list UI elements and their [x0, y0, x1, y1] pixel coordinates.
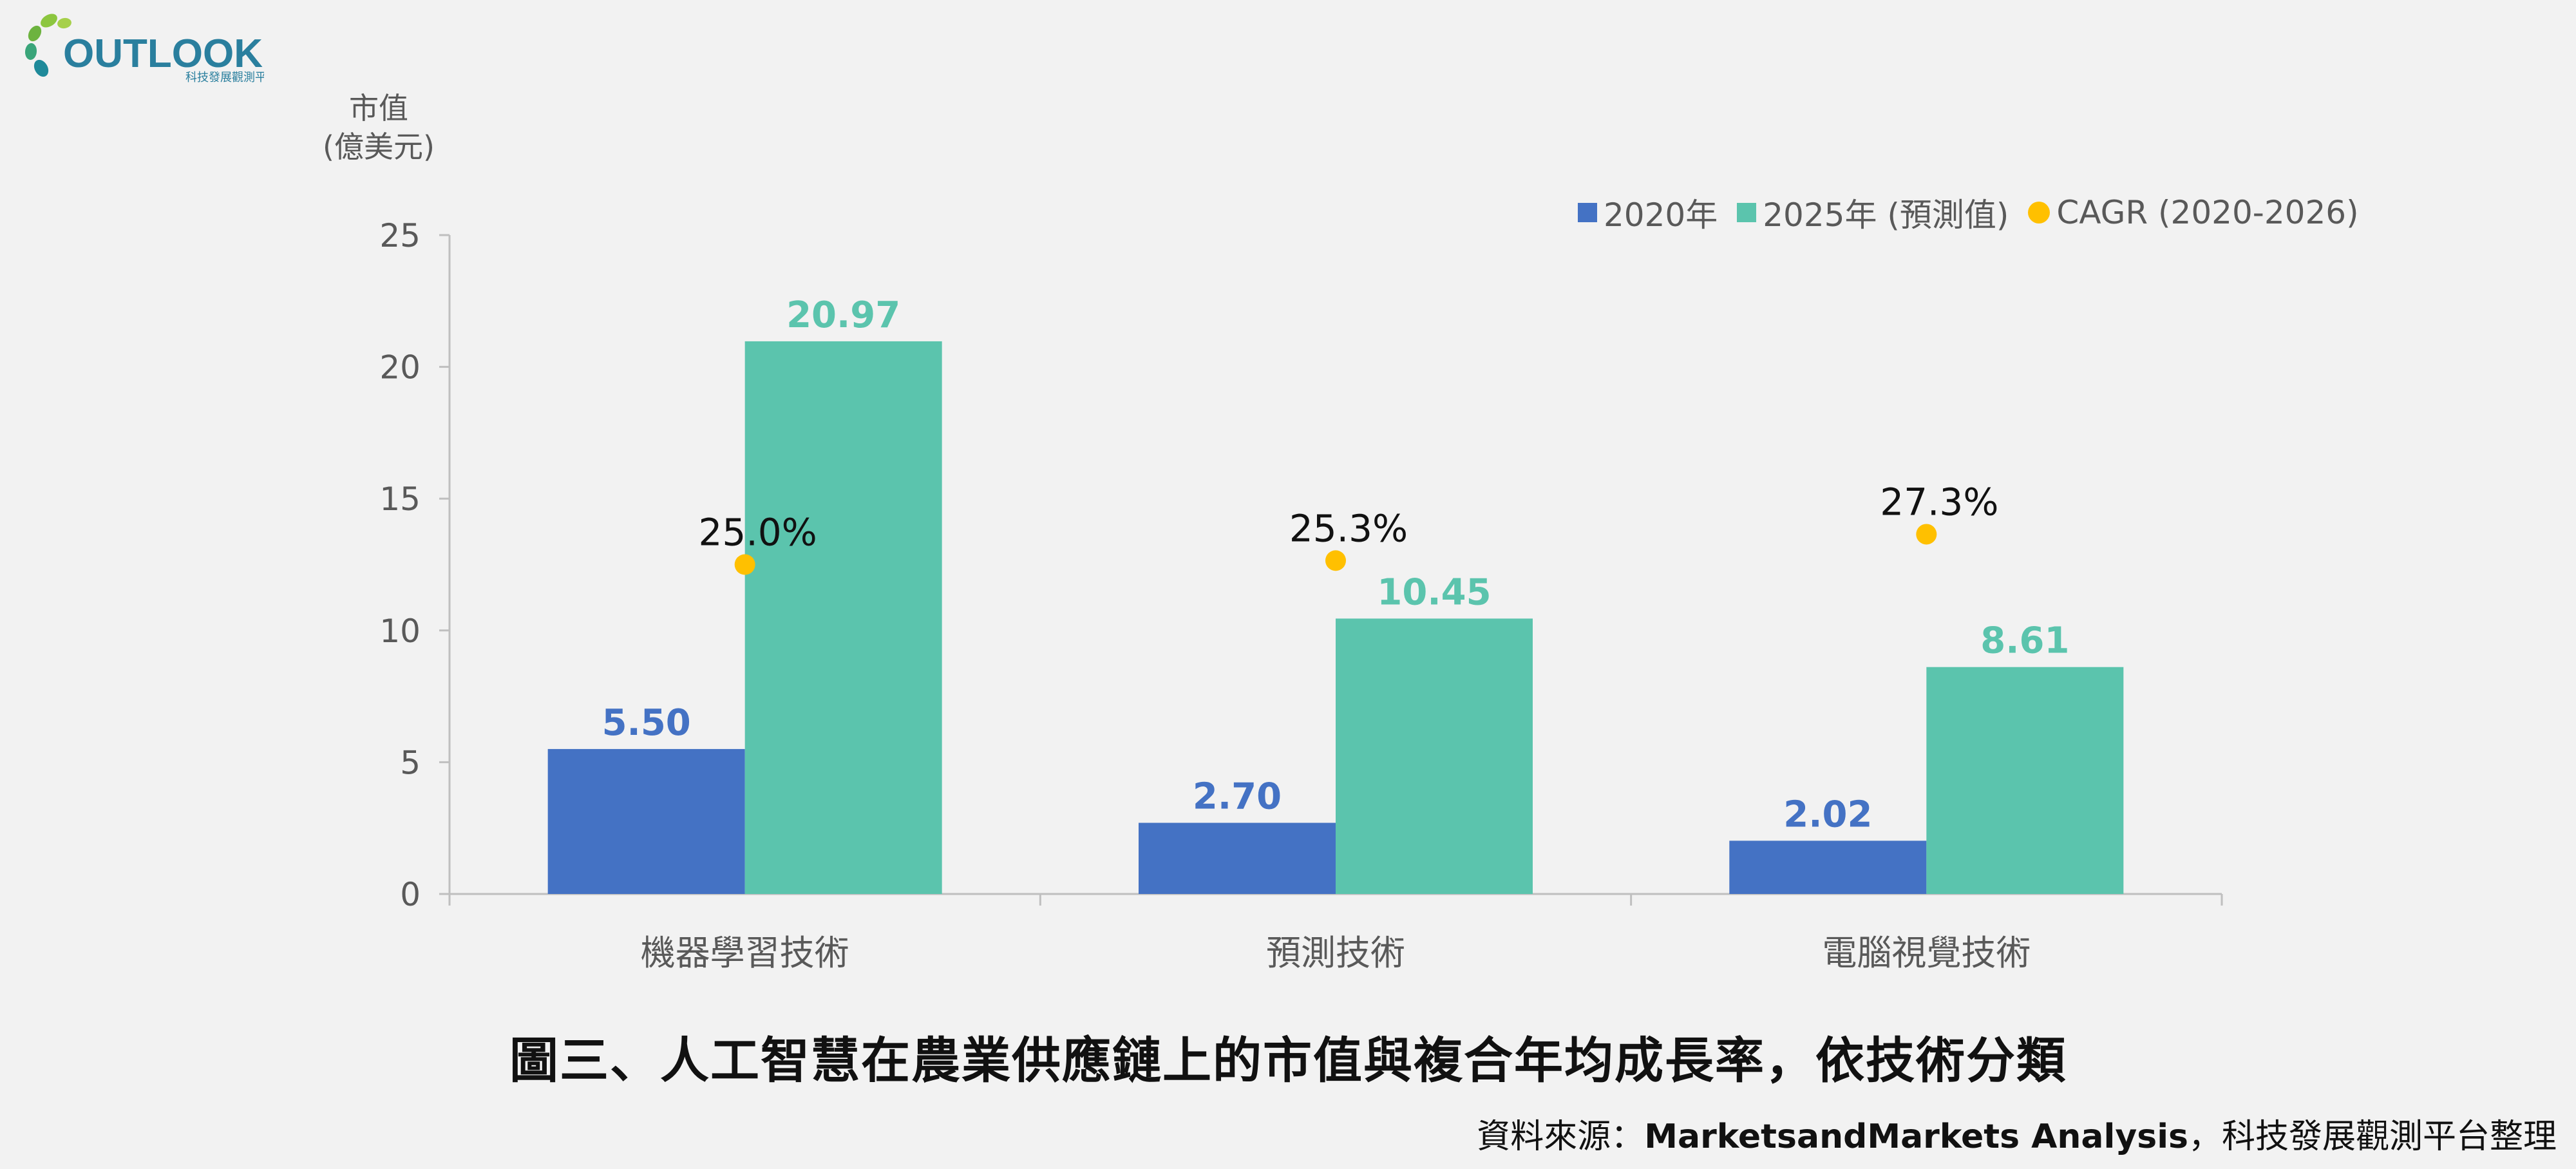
data-label-2020: 5.50: [602, 702, 691, 744]
y-tick-label: 15: [379, 480, 421, 518]
bar-2020: [1729, 841, 1927, 894]
legend-item-2020: 2020年: [1578, 189, 1718, 236]
cagr-label: 25.0%: [699, 511, 817, 555]
cagr-label: 27.3%: [1880, 480, 1998, 524]
bar-2025: [1926, 667, 2124, 894]
source-name: MarketsandMarkets Analysis: [1644, 1117, 2188, 1156]
x-category-label: 預測技術: [1266, 933, 1405, 973]
x-category-label: 電腦視覺技術: [1822, 933, 2031, 973]
data-label-2025: 8.61: [1980, 620, 2069, 662]
y-tick-label: 20: [379, 349, 421, 386]
figure-caption: 圖三、人工智慧在農業供應鏈上的市值與複合年均成長率，依技術分類: [509, 1032, 2067, 1089]
bar-2025: [744, 341, 942, 894]
data-label-2025: 10.45: [1377, 571, 1491, 613]
legend-label-2020: 2020年: [1604, 196, 1718, 234]
y-tick-label: 10: [379, 613, 421, 650]
legend-item-cagr: CAGR (2020-2026): [2028, 194, 2359, 231]
legend-item-2025: 2025年 (預測值): [1737, 189, 2009, 236]
legend-label-cagr: CAGR (2020-2026): [2056, 194, 2359, 231]
legend-swatch-2025: [1737, 203, 1757, 222]
cagr-label: 25.3%: [1289, 506, 1408, 550]
data-label-2025: 20.97: [786, 294, 900, 336]
x-category-label: 機器學習技術: [641, 933, 849, 973]
cagr-point: [734, 554, 755, 575]
legend-swatch-cagr: [2028, 202, 2050, 223]
bar-2025: [1336, 618, 1533, 894]
source-prefix: 資料來源：: [1477, 1117, 1645, 1156]
data-label-2020: 2.70: [1193, 776, 1282, 818]
data-label-2020: 2.02: [1783, 794, 1872, 835]
y-tick-label: 5: [400, 744, 421, 781]
chart-legend: 2020年 2025年 (預測值) CAGR (2020-2026): [1578, 193, 2359, 234]
outlook-logo: OUTLOOK 科技發展觀測平台: [24, 14, 264, 84]
bar-2020: [547, 748, 745, 894]
cagr-point: [1916, 524, 1937, 545]
y-axis-unit-line2: (億美元): [323, 129, 435, 164]
legend-swatch-2020: [1578, 203, 1597, 222]
logo-wordmark: OUTLOOK: [63, 32, 263, 76]
y-axis-unit: 市值 (億美元): [314, 89, 443, 166]
logo-subtext: 科技發展觀測平台: [185, 71, 264, 84]
bar-2020: [1139, 822, 1336, 894]
source-note: 資料來源：MarketsandMarkets Analysis，科技發展觀測平台…: [1477, 1109, 2557, 1157]
source-suffix: ，科技發展觀測平台整理: [2188, 1117, 2557, 1156]
y-tick-label: 25: [379, 217, 421, 254]
y-tick-label: 0: [400, 876, 421, 913]
y-axis-unit-line1: 市值: [349, 91, 408, 126]
logo-leaf-icon: [24, 14, 71, 77]
cagr-point: [1325, 550, 1346, 571]
legend-label-2025: 2025年 (預測值): [1763, 196, 2009, 234]
